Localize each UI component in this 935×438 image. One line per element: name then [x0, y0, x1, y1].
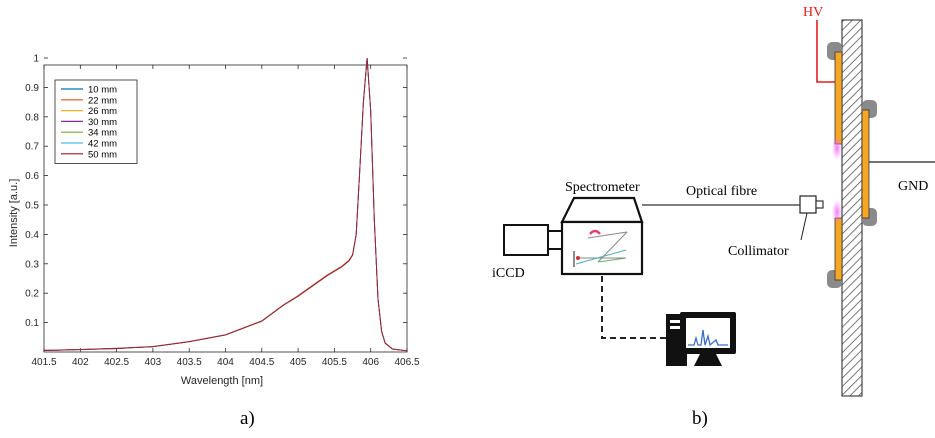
gnd-label: GND: [898, 179, 928, 194]
spectrometer-body: [560, 220, 644, 276]
plasma-discharge-bottom: [832, 200, 842, 224]
data-cable: [601, 276, 668, 339]
series-line: [43, 57, 408, 352]
x-tick-label: 402: [72, 357, 89, 368]
x-tick-label: 401.5: [31, 357, 56, 368]
x-tick-label: 403: [145, 357, 162, 368]
y-tick-label: 0.9: [25, 83, 39, 94]
collimator: [799, 195, 817, 214]
hv-wire: [816, 20, 838, 83]
y-tick-label: 0.3: [25, 259, 39, 270]
setup-diagram: HV GND Collimator Optical fibre Spectrom…: [492, 5, 935, 397]
spectrometer-internals-icon: [573, 229, 628, 267]
hv-electrode-bottom: [834, 217, 843, 281]
computer-icon: [666, 312, 736, 366]
plasma-discharge-top: [832, 136, 842, 160]
x-tick-label: 404: [217, 357, 234, 368]
spectrometer-lid: [560, 196, 644, 224]
spectrum-chart: 401.5 402 402.5 403 403.5 404 404.5 405 405.5 406…: [8, 54, 420, 388]
optical-fibre-label: Optical fibre: [686, 184, 757, 199]
chart-series-group: [43, 57, 408, 352]
y-axis-label: Intensity [a.u.]: [8, 179, 20, 247]
iccd-camera-lens: [547, 230, 563, 250]
y-tick-label: 0.6: [25, 171, 39, 182]
y-tick-label: 0.1: [25, 318, 39, 329]
setup-diagram-panel: HV GND Collimator Optical fibre Spectrom…: [490, 0, 935, 400]
x-tick-label: 402.5: [104, 357, 129, 368]
hv-electrode-top: [834, 51, 843, 145]
y-tick-label: 0.2: [25, 289, 39, 300]
x-tick-label: 406.5: [394, 357, 419, 368]
y-tick-label: 1: [33, 54, 39, 65]
legend-label: 30 mm: [88, 117, 117, 128]
hv-label: HV: [803, 5, 823, 20]
legend-label: 26 mm: [88, 106, 117, 117]
legend-label: 22 mm: [88, 95, 117, 106]
x-tick-label: 405: [290, 357, 307, 368]
caption-b: b): [692, 408, 708, 429]
x-tick-label: 403.5: [177, 357, 202, 368]
y-tick-label: 0.8: [25, 112, 39, 123]
legend-label: 34 mm: [88, 128, 117, 139]
y-tick-label: 0.4: [25, 230, 39, 241]
iccd-camera-body: [503, 224, 549, 256]
x-axis-label: Wavelength [nm]: [181, 375, 263, 387]
collimator-tip: [815, 200, 824, 209]
legend-label: 10 mm: [88, 85, 117, 96]
collimator-pointer: [800, 212, 808, 241]
legend-label: 42 mm: [88, 139, 117, 150]
iccd-label: iCCD: [492, 266, 525, 281]
x-tick-label: 404.5: [249, 357, 274, 368]
collimator-label: Collimator: [728, 244, 789, 259]
chart-panel: 401.5 402 402.5 403 403.5 404 404.5 405 405.5 406…: [0, 0, 440, 400]
x-tick-label: 406: [362, 357, 379, 368]
legend-label: 50 mm: [88, 149, 117, 160]
spectrometer-label: Spectrometer: [565, 180, 640, 195]
dielectric-plate: [841, 19, 863, 397]
y-tick-label: 0.7: [25, 142, 39, 153]
caption-a: a): [240, 408, 255, 429]
ground-electrode: [861, 109, 870, 219]
x-tick-label: 405.5: [322, 357, 347, 368]
y-tick-label: 0.5: [25, 201, 39, 212]
